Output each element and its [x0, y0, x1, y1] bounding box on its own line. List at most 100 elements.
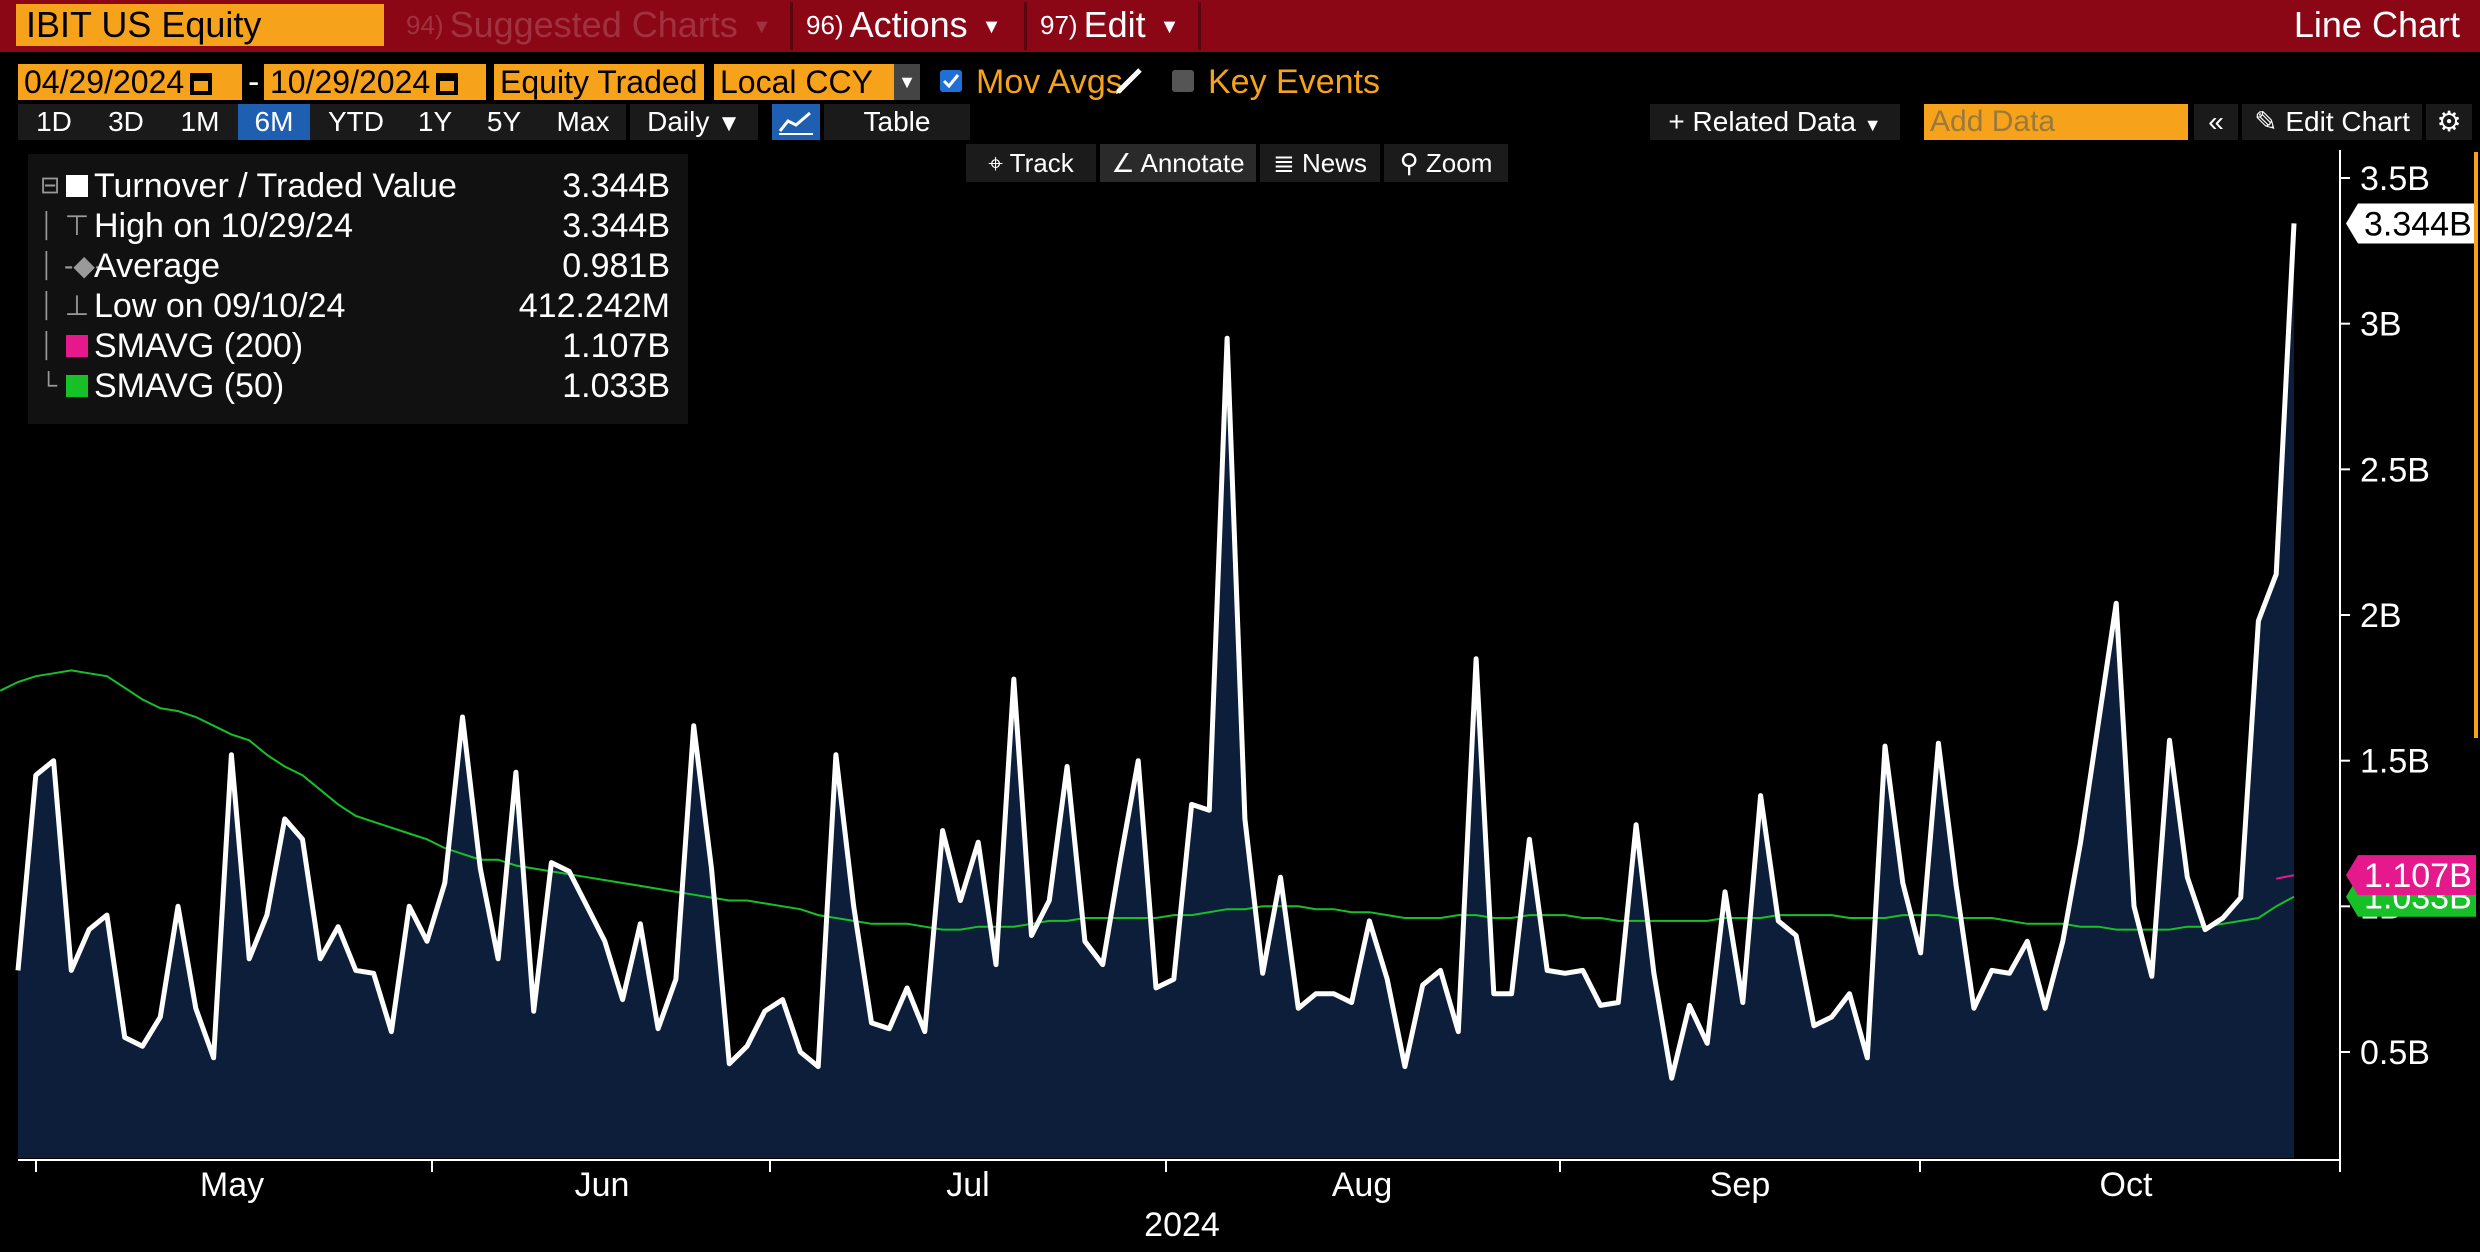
date-separator: -: [248, 63, 260, 101]
legend-label: High on 10/29/24: [94, 207, 353, 245]
chevron-down-icon: ▼: [751, 16, 772, 38]
add-data-input[interactable]: Add Data: [1924, 104, 2188, 140]
related-data-button[interactable]: + Related Data ▼: [1650, 104, 1900, 140]
calendar-icon[interactable]: [190, 73, 213, 95]
period-ytd[interactable]: YTD: [310, 104, 402, 140]
sma200-value-tag-shape: [2346, 855, 2476, 896]
scroll-indicator[interactable]: [2474, 152, 2478, 738]
field-selector[interactable]: Equity Traded: [494, 64, 704, 100]
x-tick-label: Oct: [2100, 1166, 2153, 1204]
gear-icon[interactable]: ⚙: [2426, 104, 2472, 140]
news-tool[interactable]: ≣ News: [1260, 144, 1380, 182]
turnover-value-tag: 3.344B: [2346, 203, 2476, 244]
period-6m[interactable]: 6M: [238, 104, 310, 140]
mov-avgs-checkbox[interactable]: [940, 70, 962, 92]
turnover-area: [18, 223, 2294, 1158]
legend-value: 1.033B: [562, 367, 670, 405]
legend-swatch-sma200: [66, 335, 88, 357]
suggested-charts-menu[interactable]: 94) Suggested Charts ▼: [396, 4, 788, 46]
track-tool[interactable]: ⌖ Track: [966, 144, 1096, 182]
start-date-field[interactable]: 04/29/2024: [18, 64, 242, 100]
x-tick-label: Sep: [1710, 1166, 1771, 1204]
x-year-label: 2024: [1144, 1206, 1220, 1244]
legend-value: 412.242M: [518, 287, 670, 325]
related-data-label: Related Data: [1692, 106, 1856, 137]
header-bar: [0, 0, 2480, 52]
currency-value: Local CCY: [720, 64, 873, 100]
y-tick-label: 3.5B: [2360, 160, 2430, 198]
collapse-icon[interactable]: «: [2194, 104, 2238, 140]
legend-label: Turnover / Traded Value: [94, 167, 457, 205]
end-date-field[interactable]: 10/29/2024: [264, 64, 486, 100]
x-tick-label: May: [200, 1166, 264, 1204]
pen-icon: ∠: [1111, 148, 1135, 178]
tree-branch-icon: │: [40, 292, 55, 319]
actions-menu[interactable]: 96) Actions ▼: [796, 4, 1026, 46]
line-chart-icon[interactable]: [772, 104, 820, 140]
plus-icon: +: [1668, 106, 1685, 137]
legend-row-turnover: ⊟ Turnover / Traded Value 3.344B: [28, 166, 688, 206]
period-5y[interactable]: 5Y: [468, 104, 540, 140]
period-1y[interactable]: 1Y: [402, 104, 468, 140]
y-tick-label: 2.5B: [2360, 451, 2430, 489]
legend-label: SMAVG (200): [94, 327, 304, 365]
legend-row-average: │ -◆- Average 0.981B: [28, 246, 688, 286]
ticker-field[interactable]: IBIT US Equity: [16, 4, 384, 46]
suggested-charts-number: 94): [406, 10, 444, 40]
chart-legend: ⊟ Turnover / Traded Value 3.344B │ ⊤ Hig…: [28, 154, 688, 424]
sma200-value-tag-text: 1.107B: [2364, 857, 2472, 895]
tree-branch-icon: │: [40, 332, 55, 359]
actions-number: 96): [806, 10, 844, 40]
legend-value: 3.344B: [562, 207, 670, 245]
zoom-tool[interactable]: ⚲ Zoom: [1384, 144, 1508, 182]
y-tick-label: 3B: [2360, 306, 2402, 344]
legend-row-sma50: └ SMAVG (50) 1.033B: [28, 366, 688, 406]
annotate-tool[interactable]: ∠ Annotate: [1100, 144, 1256, 182]
sma200-line: [2276, 874, 2295, 880]
suggested-charts-label: Suggested Charts: [449, 4, 738, 45]
chevron-down-icon: ▼: [717, 110, 741, 137]
chevron-down-icon[interactable]: ▼: [894, 64, 920, 100]
mov-avgs-label: Mov Avgs: [976, 63, 1123, 101]
tree-branch-icon: └: [40, 372, 58, 399]
edit-chart-label: Edit Chart: [2285, 106, 2410, 137]
collapse-icon[interactable]: ⊟: [40, 172, 61, 199]
table-button[interactable]: Table: [824, 104, 970, 140]
chart-type-label: Line Chart: [2293, 4, 2460, 45]
period-1m[interactable]: 1M: [162, 104, 238, 140]
zoom-label: Zoom: [1425, 148, 1493, 178]
low-marker-icon: ⊥: [64, 290, 90, 321]
legend-row-sma200: │ SMAVG (200) 1.107B: [28, 326, 688, 366]
key-events-checkbox[interactable]: [1172, 70, 1194, 92]
y-tick-label: 1.5B: [2360, 743, 2430, 781]
sma200-value-tag: 1.107B: [2346, 855, 2476, 896]
period-max[interactable]: Max: [540, 104, 626, 140]
plot-group: [0, 223, 2297, 1158]
checkmark-icon: [942, 74, 960, 89]
magnifier-icon: ⚲: [1399, 148, 1419, 178]
frequency-selector[interactable]: Daily ▼: [630, 104, 758, 140]
news-icon: ≣: [1272, 148, 1295, 178]
calendar-icon[interactable]: [436, 73, 459, 95]
edit-menu[interactable]: 97) Edit ▼: [1030, 4, 1198, 46]
edit-chart-button[interactable]: ✎ Edit Chart: [2242, 104, 2422, 140]
chevron-down-icon: ▼: [1159, 16, 1180, 38]
chevron-down-icon: ▼: [1863, 115, 1882, 135]
high-marker-icon: ⊤: [64, 210, 90, 241]
period-1d[interactable]: 1D: [18, 104, 90, 140]
legend-value: 3.344B: [562, 167, 670, 205]
annotate-label: Annotate: [1140, 148, 1245, 178]
pencil-icon[interactable]: [1114, 66, 1148, 101]
legend-label: SMAVG (50): [94, 367, 285, 405]
legend-value: 1.107B: [562, 327, 670, 365]
period-3d[interactable]: 3D: [90, 104, 162, 140]
frequency-value: Daily: [647, 106, 710, 137]
currency-selector[interactable]: Local CCY ▼: [714, 64, 920, 100]
turnover-value-tag-shape: [2346, 203, 2476, 244]
key-events-label: Key Events: [1208, 63, 1380, 101]
legend-value: 0.981B: [562, 247, 670, 285]
legend-swatch-turnover: [66, 175, 88, 197]
